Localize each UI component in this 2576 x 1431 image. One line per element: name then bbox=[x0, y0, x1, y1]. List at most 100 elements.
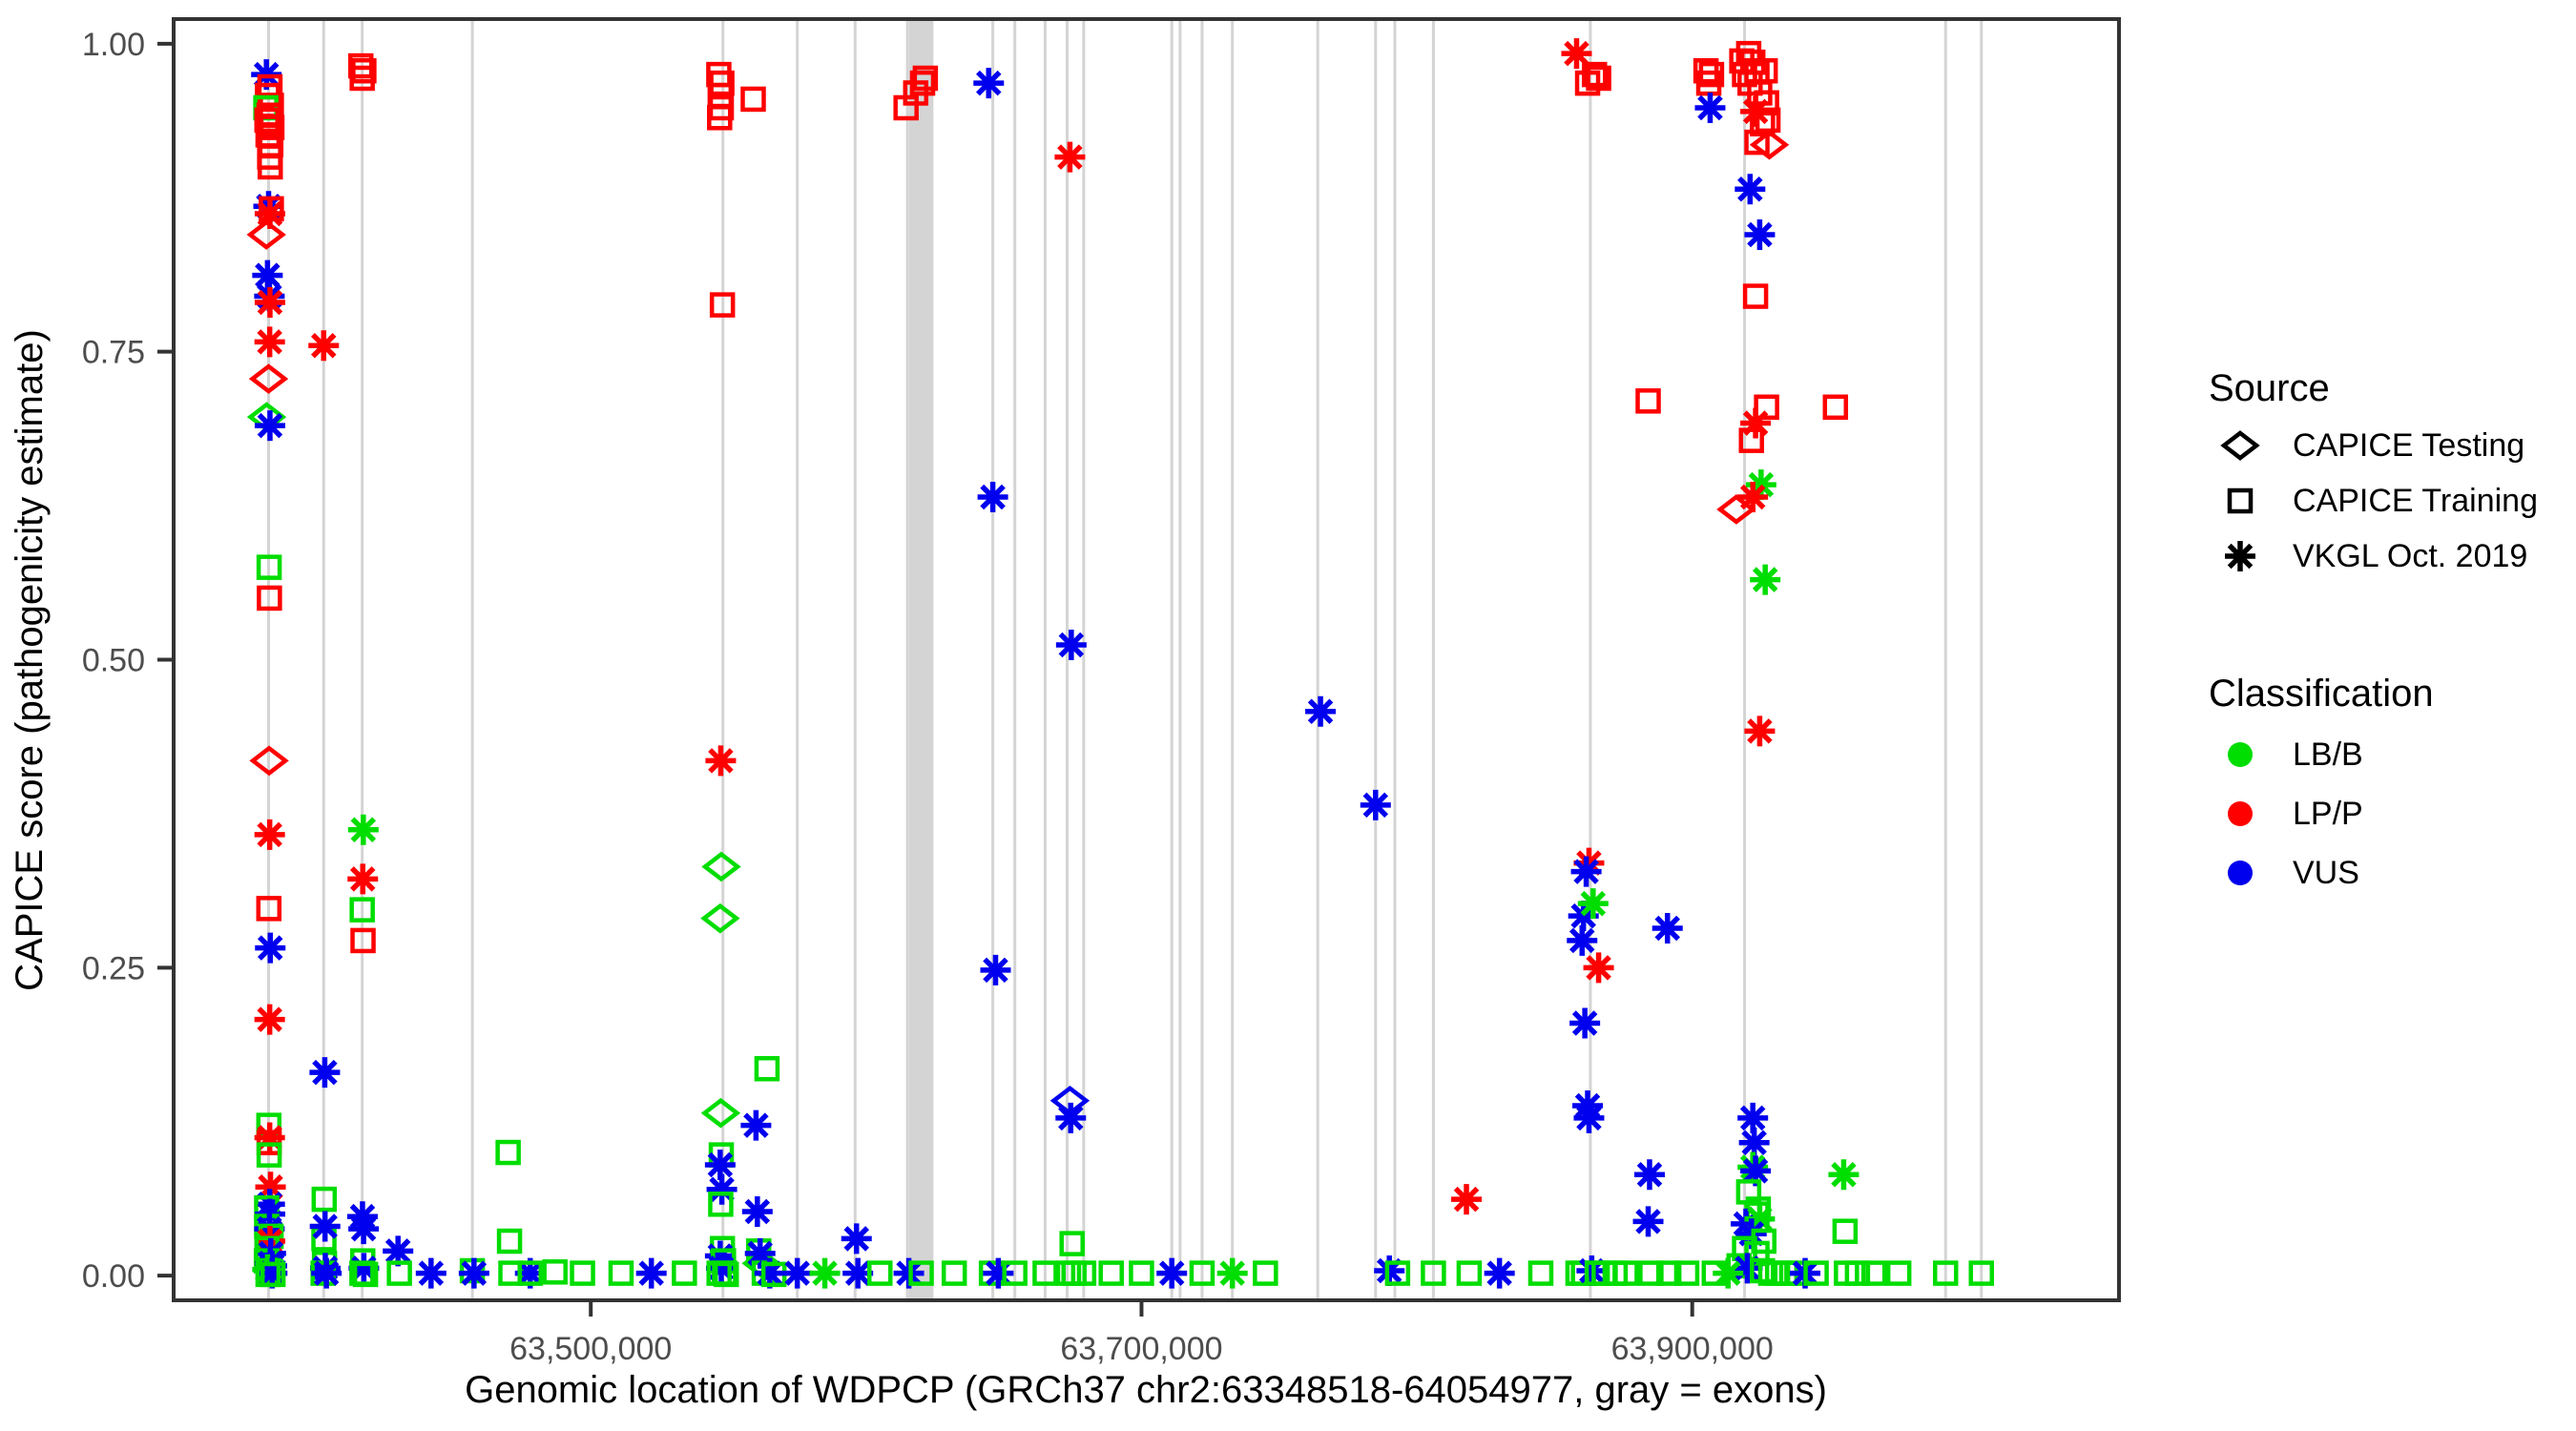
point-marker-square bbox=[570, 1260, 595, 1286]
y-tick-label: 0.50 bbox=[82, 643, 145, 679]
point-marker-square bbox=[1750, 111, 1776, 137]
point-marker-asterisk bbox=[1583, 952, 1614, 984]
point-marker-asterisk bbox=[1737, 1102, 1769, 1133]
legend-item-source[interactable]: CAPICE Training bbox=[2293, 483, 2538, 519]
point-marker-asterisk bbox=[744, 1237, 776, 1269]
point-marker-square bbox=[908, 1260, 934, 1286]
point-marker-square bbox=[350, 927, 376, 954]
point-marker-square bbox=[1742, 283, 1769, 309]
point-marker-square bbox=[713, 1261, 739, 1288]
legend-color-dot bbox=[2228, 742, 2253, 767]
point-marker-square bbox=[1754, 394, 1779, 421]
point-marker-asterisk bbox=[254, 1122, 285, 1153]
point-marker-asterisk bbox=[308, 330, 340, 362]
point-marker-asterisk bbox=[1055, 1102, 1087, 1133]
point-marker-asterisk bbox=[458, 1257, 489, 1289]
point-marker-asterisk bbox=[973, 68, 1005, 99]
point-marker-square bbox=[256, 554, 282, 580]
point-marker-asterisk bbox=[347, 814, 379, 845]
point-marker-asterisk bbox=[1360, 789, 1391, 820]
point-marker-asterisk bbox=[1740, 1155, 1772, 1187]
point-marker-square bbox=[256, 896, 282, 922]
legend-item-source[interactable]: CAPICE Testing bbox=[2293, 427, 2524, 464]
point-marker-square bbox=[1860, 1260, 1887, 1286]
point-marker-asterisk bbox=[2225, 541, 2255, 571]
point-marker-asterisk bbox=[383, 1235, 414, 1267]
point-marker-asterisk bbox=[1745, 469, 1776, 501]
point-marker-asterisk bbox=[1750, 564, 1781, 595]
point-marker-square bbox=[1527, 1260, 1554, 1286]
point-marker-square bbox=[1932, 1260, 1959, 1286]
point-marker-diamond bbox=[701, 851, 741, 882]
point-marker-diamond bbox=[700, 902, 740, 934]
point-marker-diamond bbox=[246, 219, 286, 250]
point-marker-square bbox=[672, 1260, 697, 1286]
point-marker-asterisk bbox=[1216, 1257, 1248, 1289]
legend-group[interactable]: Source CAPICE Testing CAPICE Training VKGL … bbox=[2209, 367, 2538, 891]
data-points-group bbox=[246, 38, 1995, 1289]
point-marker-square bbox=[2227, 487, 2254, 514]
point-marker-square bbox=[258, 154, 283, 180]
point-marker-square bbox=[495, 1139, 521, 1166]
point-marker-square bbox=[867, 1260, 893, 1286]
point-marker-square bbox=[496, 1228, 523, 1255]
point-marker-asterisk bbox=[1652, 913, 1683, 944]
point-marker-asterisk bbox=[1633, 1159, 1665, 1191]
point-marker-asterisk bbox=[841, 1223, 872, 1255]
point-marker-asterisk bbox=[1632, 1206, 1664, 1237]
point-marker-square bbox=[1253, 1260, 1278, 1286]
x-tick-label: 63,700,000 bbox=[1060, 1331, 1222, 1367]
point-marker-asterisk bbox=[1568, 901, 1599, 932]
y-axis-title: CAPICE score (pathogenicity estimate) bbox=[9, 329, 51, 991]
point-marker-square bbox=[311, 1186, 338, 1213]
point-marker-square bbox=[1822, 394, 1849, 421]
point-marker-square bbox=[1070, 1260, 1097, 1286]
point-marker-square bbox=[1032, 1260, 1058, 1286]
point-marker-asterisk bbox=[347, 863, 379, 895]
point-marker-square bbox=[941, 1260, 967, 1286]
legend-item-classification[interactable]: LP/P bbox=[2293, 796, 2363, 832]
legend-title-classification: Classification bbox=[2209, 673, 2434, 715]
point-marker-square bbox=[1844, 1260, 1871, 1286]
point-marker-asterisk bbox=[1732, 1253, 1763, 1284]
point-marker-asterisk bbox=[1737, 482, 1769, 513]
point-marker-square bbox=[608, 1260, 634, 1286]
y-tick-label: 0.00 bbox=[82, 1258, 145, 1295]
point-marker-square bbox=[709, 292, 736, 318]
point-marker-asterisk bbox=[1573, 1102, 1605, 1133]
point-marker-square bbox=[352, 1261, 379, 1288]
point-marker-asterisk bbox=[309, 1057, 341, 1089]
point-marker-square bbox=[1673, 1260, 1700, 1286]
point-marker-asterisk bbox=[754, 1257, 785, 1289]
point-marker-asterisk bbox=[809, 1257, 841, 1289]
legend-item-classification[interactable]: VUS bbox=[2293, 855, 2359, 891]
point-marker-asterisk bbox=[1573, 847, 1605, 879]
point-marker-asterisk bbox=[1744, 716, 1776, 747]
exon-gridlines-group bbox=[267, 21, 1984, 1298]
point-marker-square bbox=[1638, 1260, 1664, 1286]
legend-item-classification[interactable]: LB/B bbox=[2293, 736, 2363, 773]
point-marker-square bbox=[1752, 57, 1778, 84]
point-marker-square bbox=[1655, 1260, 1682, 1286]
point-marker-square bbox=[1129, 1260, 1154, 1286]
point-marker-asterisk bbox=[255, 932, 286, 964]
point-marker-asterisk bbox=[254, 819, 285, 850]
point-marker-square bbox=[754, 1055, 780, 1082]
point-marker-asterisk bbox=[254, 410, 285, 442]
point-marker-asterisk bbox=[1828, 1159, 1859, 1191]
point-marker-asterisk bbox=[705, 745, 737, 777]
point-marker-asterisk bbox=[311, 1257, 343, 1289]
point-marker-square bbox=[1384, 1260, 1411, 1286]
point-marker-asterisk bbox=[1567, 924, 1598, 956]
point-marker-asterisk bbox=[254, 326, 285, 358]
point-marker-asterisk bbox=[1451, 1184, 1483, 1215]
point-marker-asterisk bbox=[741, 1196, 773, 1228]
point-marker-square bbox=[260, 1261, 286, 1288]
point-marker-square bbox=[1421, 1260, 1446, 1286]
point-marker-square bbox=[1613, 1260, 1639, 1286]
legend-item-source[interactable]: VKGL Oct. 2019 bbox=[2293, 538, 2527, 574]
point-marker-square bbox=[254, 107, 280, 134]
point-marker-square bbox=[349, 897, 375, 923]
